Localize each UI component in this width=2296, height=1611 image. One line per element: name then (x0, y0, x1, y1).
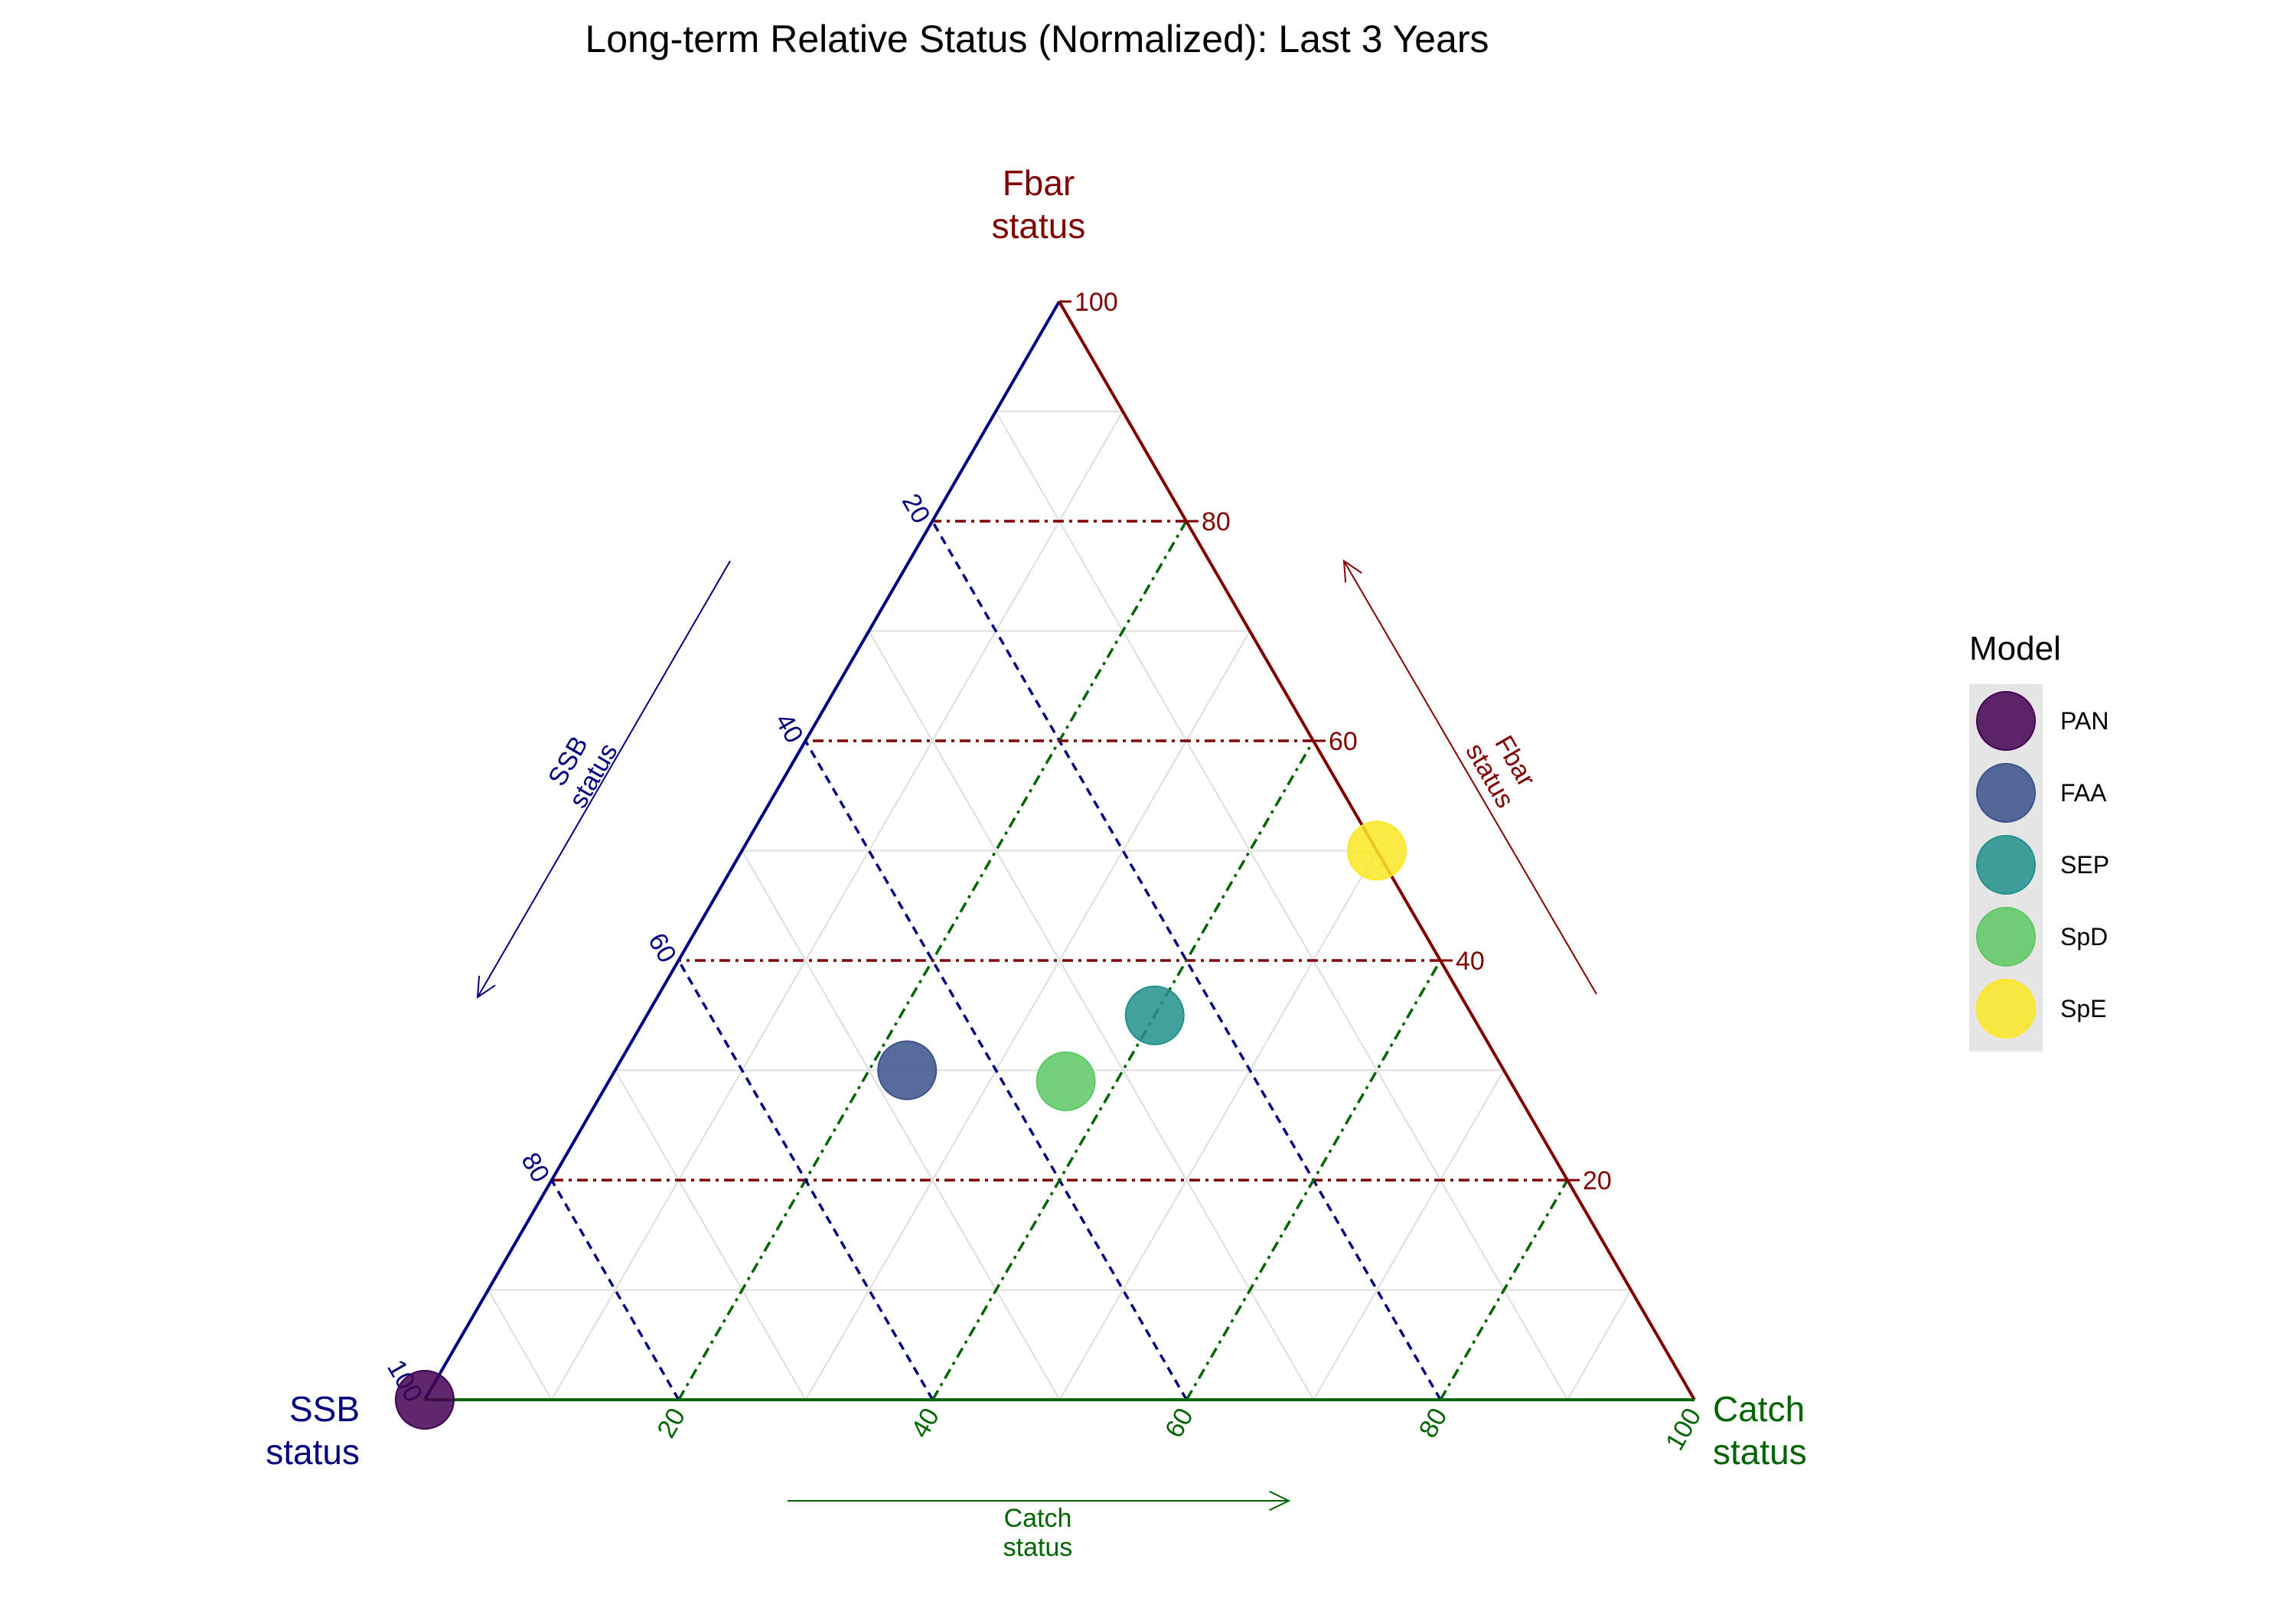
fbar-tick-label: 60 (1329, 727, 1358, 756)
grid-line-ssb (868, 630, 1315, 1401)
major-grid-catch (931, 740, 1315, 1401)
data-points (395, 820, 1407, 1430)
legend-swatch (1976, 835, 2036, 895)
legend-swatch (1976, 691, 2036, 751)
major-grid-catch (1185, 960, 1442, 1401)
catch-tick-label: 80 (1414, 1404, 1453, 1443)
fbar-side-arrowhead (1342, 559, 1362, 582)
catch-tick-label: 60 (1159, 1404, 1199, 1443)
fbar-side-arrow (1343, 560, 1597, 995)
grid-line-ssb (741, 850, 1061, 1401)
catch-tick-label: 20 (651, 1404, 691, 1443)
minor-grid (488, 410, 1632, 1401)
grid-line-catch (1313, 1069, 1505, 1401)
point-spd (1035, 1051, 1096, 1111)
major-grid-ssb (677, 960, 934, 1401)
legend-swatch (1976, 907, 2036, 967)
ssb-tick-label: 80 (515, 1148, 555, 1188)
legend-label: SpD (2060, 923, 2108, 951)
grid-line-ssb (488, 1289, 553, 1401)
fbar-apex-label: Fbar status (992, 163, 1086, 246)
point-pan (395, 1370, 455, 1430)
legend-label: PAN (2060, 707, 2108, 735)
major-grid-ssb (550, 1179, 680, 1401)
legend-title: Model (1969, 630, 2061, 667)
catch-tick-label: 100 (1660, 1404, 1707, 1456)
point-faa (877, 1040, 938, 1101)
tick-labels: 202020404040606060808080100100100 (381, 288, 1707, 1456)
fbar-tick-label: 20 (1583, 1166, 1612, 1195)
ssb-side-arrow (477, 560, 731, 998)
legend-swatch (1976, 763, 2036, 823)
chart-title: Long-term Relative Status (Normalized): … (585, 18, 1489, 60)
fbar-side-label: Fbarstatus (1459, 724, 1544, 814)
ssb-apex-label: SSB status (266, 1389, 360, 1472)
major-grid-ssb (804, 740, 1188, 1401)
ssb-side-label: SSBstatus (538, 724, 623, 814)
ssb-tick-label: 60 (642, 928, 682, 968)
grid-line-catch (1567, 1289, 1632, 1401)
point-spe (1347, 820, 1407, 881)
grid-line-catch (551, 410, 1124, 1401)
ssb-side-arrowhead (476, 976, 496, 999)
grid-line-catch (804, 630, 1251, 1401)
legend-label: SpE (2060, 995, 2106, 1022)
grid-line-ssb (995, 410, 1568, 1401)
point-sep (1124, 985, 1185, 1045)
catch-apex-label: Catch status (1713, 1389, 1807, 1472)
grid-line-ssb (614, 1069, 807, 1401)
major-grid-catch (1439, 1179, 1569, 1401)
fbar-tick-label: 40 (1456, 947, 1485, 976)
fbar-tick-label: 100 (1075, 288, 1118, 317)
ssb-tick-label: 40 (769, 709, 809, 748)
grid-line-catch (1058, 850, 1378, 1401)
legend-swatch (1976, 979, 2036, 1039)
major-grid-ssb (931, 520, 1442, 1401)
legend-label: SEP (2060, 851, 2109, 879)
catch-side-label: Catch status (1003, 1504, 1073, 1562)
legend-label: FAA (2060, 779, 2107, 807)
ssb-edge (423, 300, 1061, 1401)
catch-side-arrowhead (1269, 1490, 1291, 1512)
legend: Model PAN FAA SEP SpD SpE (1969, 630, 2109, 1052)
major-grid (550, 520, 1569, 1401)
catch-tick-label: 40 (905, 1404, 945, 1443)
ssb-tick-label: 20 (896, 489, 936, 529)
fbar-tick-label: 80 (1202, 507, 1231, 536)
axis-labels: Fbar status SSB status Catch status SSBstatus F… (266, 163, 1806, 1562)
